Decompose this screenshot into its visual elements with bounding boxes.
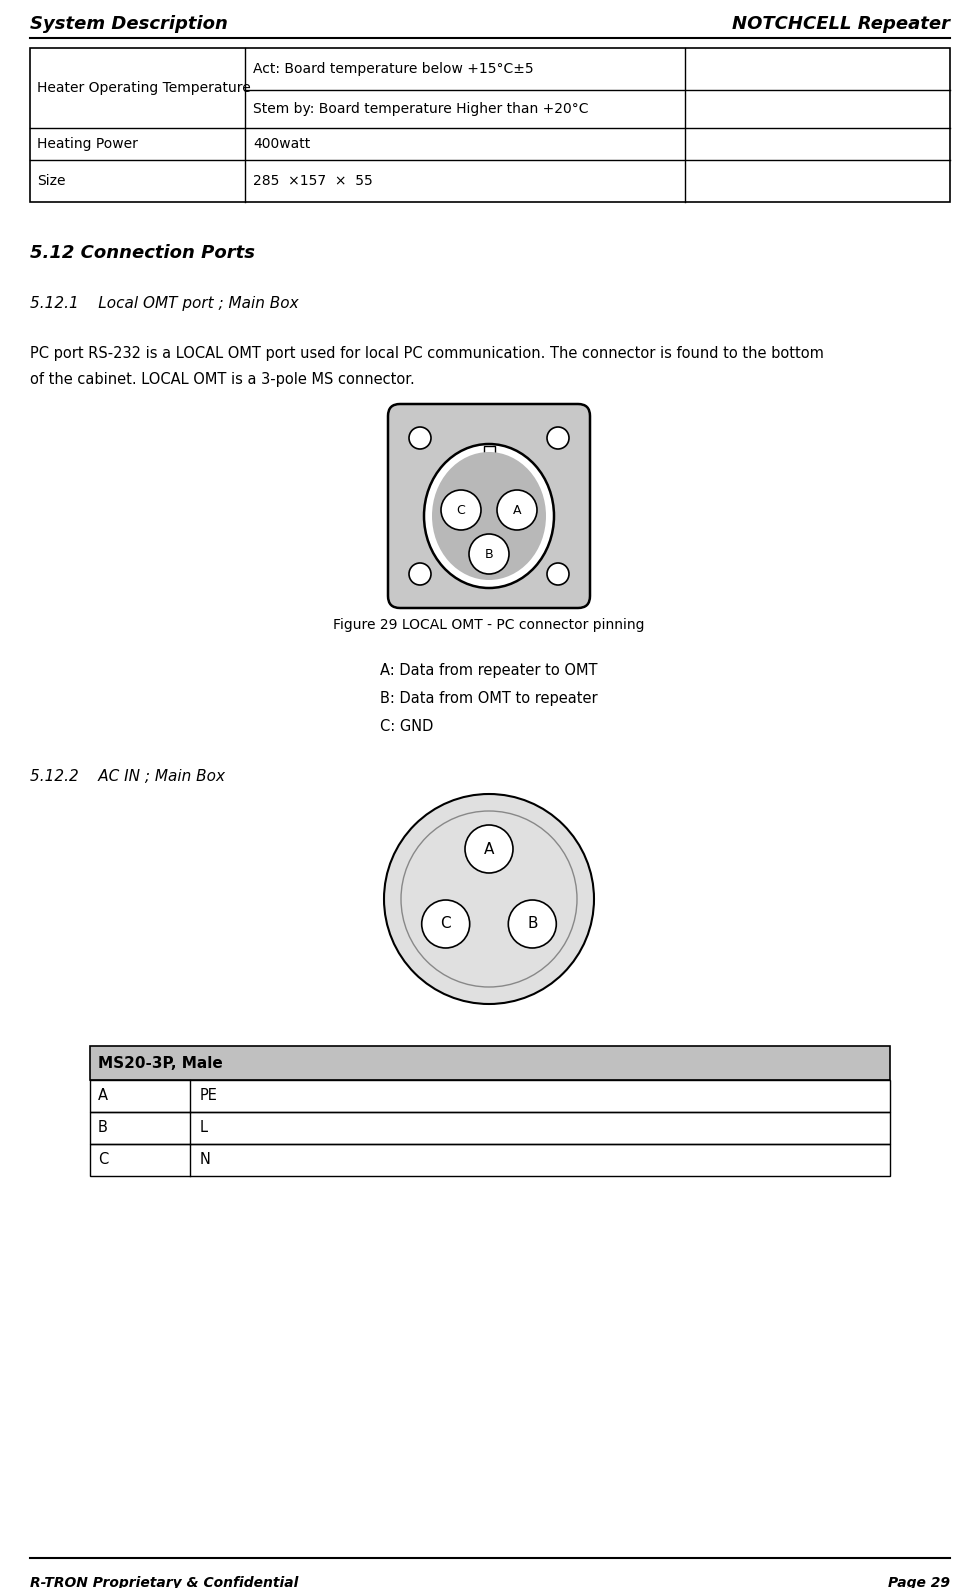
- Text: 400watt: 400watt: [253, 137, 310, 151]
- Text: B: B: [98, 1121, 107, 1135]
- Ellipse shape: [424, 445, 553, 588]
- Text: R-TRON Proprietary & Confidential: R-TRON Proprietary & Confidential: [30, 1575, 298, 1588]
- Bar: [90, 1080, 889, 1112]
- Text: NOTCHCELL Repeater: NOTCHCELL Repeater: [731, 14, 949, 33]
- Circle shape: [469, 534, 508, 573]
- Text: B: B: [485, 548, 492, 561]
- Text: PC port RS-232 is a LOCAL OMT port used for local PC communication. The connecto: PC port RS-232 is a LOCAL OMT port used …: [30, 346, 823, 360]
- Text: C: GND: C: GND: [380, 719, 433, 734]
- Text: C: C: [98, 1153, 108, 1167]
- Text: A: A: [484, 842, 493, 856]
- Text: A: Data from repeater to OMT: A: Data from repeater to OMT: [380, 664, 597, 678]
- Text: MS20-3P, Male: MS20-3P, Male: [98, 1056, 223, 1070]
- Bar: [483, 446, 494, 456]
- Text: C: C: [456, 503, 465, 516]
- Text: 5.12.2    AC IN ; Main Box: 5.12.2 AC IN ; Main Box: [30, 769, 225, 784]
- Circle shape: [546, 427, 569, 449]
- Text: Figure 29 LOCAL OMT - PC connector pinning: Figure 29 LOCAL OMT - PC connector pinni…: [333, 618, 644, 632]
- Circle shape: [408, 427, 431, 449]
- Text: L: L: [199, 1121, 208, 1135]
- Circle shape: [421, 900, 469, 948]
- Text: Stem by: Board temperature Higher than +20°C: Stem by: Board temperature Higher than +…: [253, 102, 588, 116]
- Circle shape: [496, 491, 536, 530]
- Circle shape: [401, 811, 576, 988]
- FancyBboxPatch shape: [388, 403, 589, 608]
- Bar: [90, 1046, 889, 1080]
- Bar: [90, 1112, 889, 1143]
- Text: A: A: [512, 503, 521, 516]
- Text: of the cabinet. LOCAL OMT is a 3-pole MS connector.: of the cabinet. LOCAL OMT is a 3-pole MS…: [30, 372, 414, 387]
- Text: B: Data from OMT to repeater: B: Data from OMT to repeater: [380, 691, 597, 707]
- Ellipse shape: [432, 453, 545, 580]
- Bar: [30, 48, 949, 202]
- Circle shape: [441, 491, 481, 530]
- Text: 5.12 Connection Ports: 5.12 Connection Ports: [30, 245, 255, 262]
- Circle shape: [508, 900, 556, 948]
- Circle shape: [546, 564, 569, 584]
- Text: Size: Size: [37, 175, 65, 187]
- Circle shape: [464, 826, 513, 873]
- Text: System Description: System Description: [30, 14, 228, 33]
- Text: Heating Power: Heating Power: [37, 137, 138, 151]
- Text: Act: Board temperature below +15°C±5: Act: Board temperature below +15°C±5: [253, 62, 533, 76]
- Text: N: N: [199, 1153, 211, 1167]
- Text: A: A: [98, 1088, 107, 1104]
- Text: 5.12.1    Local OMT port ; Main Box: 5.12.1 Local OMT port ; Main Box: [30, 295, 298, 311]
- Text: PE: PE: [199, 1088, 218, 1104]
- Text: C: C: [440, 916, 450, 932]
- Bar: [90, 1143, 889, 1177]
- Text: Heater Operating Temperature: Heater Operating Temperature: [37, 81, 250, 95]
- Text: B: B: [527, 916, 537, 932]
- Circle shape: [384, 794, 593, 1004]
- Text: 285  ×157  ×  55: 285 ×157 × 55: [253, 175, 372, 187]
- Circle shape: [408, 564, 431, 584]
- Text: Page 29: Page 29: [887, 1575, 949, 1588]
